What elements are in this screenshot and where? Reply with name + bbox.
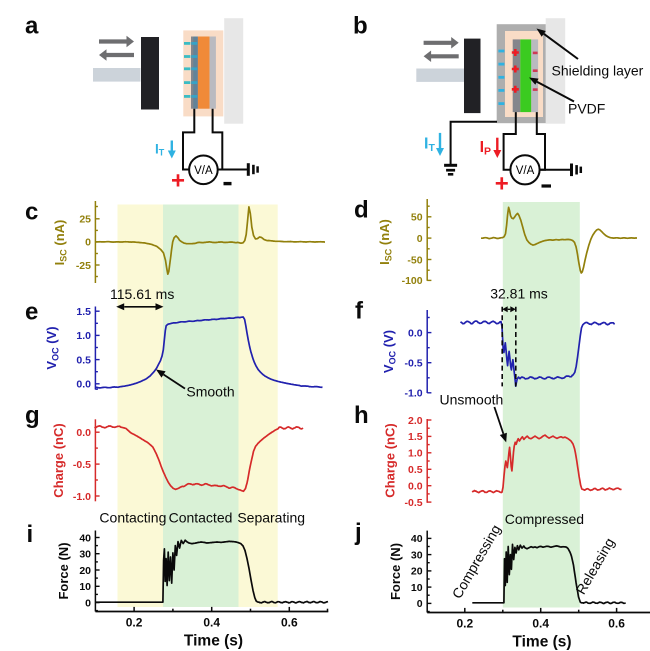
svg-text:1.5: 1.5: [408, 431, 423, 443]
svg-text:1.0: 1.0: [76, 330, 91, 342]
svg-text:0.0: 0.0: [76, 427, 91, 439]
svg-text:115.61 ms: 115.61 ms: [110, 286, 174, 302]
svg-text:V/A: V/A: [516, 165, 535, 177]
svg-text:0.2: 0.2: [456, 617, 473, 631]
svg-text:e: e: [25, 299, 38, 326]
svg-text:c: c: [25, 199, 38, 226]
svg-text:40: 40: [79, 532, 91, 544]
svg-text:20: 20: [79, 565, 91, 577]
svg-text:IP: IP: [480, 139, 491, 158]
svg-text:0.4: 0.4: [203, 616, 220, 630]
svg-text:Shielding layer: Shielding layer: [552, 63, 644, 79]
svg-text:Separating: Separating: [237, 510, 305, 526]
svg-text:0.2: 0.2: [126, 616, 143, 630]
svg-text:-0.5: -0.5: [405, 358, 423, 370]
svg-text:a: a: [25, 13, 39, 40]
svg-text:0.4: 0.4: [532, 617, 549, 631]
svg-text:-100: -100: [402, 275, 423, 287]
svg-text:0: 0: [85, 237, 91, 249]
svg-text:Smooth: Smooth: [186, 384, 234, 400]
svg-text:40: 40: [411, 533, 423, 545]
svg-text:0.5: 0.5: [408, 464, 423, 476]
svg-text:d: d: [354, 197, 369, 224]
svg-text:j: j: [354, 519, 362, 546]
svg-text:f: f: [355, 298, 364, 325]
svg-text:10: 10: [411, 582, 423, 594]
svg-text:+: +: [171, 167, 185, 194]
svg-text:-1.0: -1.0: [405, 388, 423, 400]
svg-text:Charge (nC): Charge (nC): [51, 423, 66, 497]
svg-text:Time (s): Time (s): [512, 634, 571, 651]
svg-text:Contacting: Contacting: [99, 510, 166, 526]
svg-text:0: 0: [417, 598, 423, 610]
svg-text:0.0: 0.0: [408, 327, 423, 339]
svg-text:1.5: 1.5: [76, 306, 91, 318]
svg-text:0.6: 0.6: [608, 617, 625, 631]
svg-text:-0.5: -0.5: [73, 459, 91, 471]
svg-text:-50: -50: [407, 254, 422, 266]
svg-text:Contacted: Contacted: [169, 510, 233, 526]
svg-text:Force (N): Force (N): [388, 543, 403, 600]
svg-text:IT: IT: [155, 141, 165, 157]
svg-text:20: 20: [411, 566, 423, 578]
svg-text:0: 0: [85, 597, 91, 609]
svg-text:2.0: 2.0: [408, 415, 423, 427]
svg-text:Force (N): Force (N): [56, 542, 71, 599]
svg-text:VOC (V): VOC (V): [44, 326, 61, 369]
svg-text:0.0: 0.0: [408, 481, 423, 493]
svg-text:-1.0: -1.0: [73, 491, 91, 503]
svg-text:1.0: 1.0: [408, 448, 423, 460]
svg-text:V/A: V/A: [194, 165, 213, 177]
svg-text:Time (s): Time (s): [184, 633, 243, 650]
svg-text:g: g: [25, 402, 40, 429]
svg-text:i: i: [27, 521, 34, 548]
svg-text:0.5: 0.5: [76, 354, 91, 366]
svg-text:Charge (nC): Charge (nC): [383, 423, 398, 497]
svg-text:h: h: [354, 402, 369, 429]
svg-text:PVDF: PVDF: [568, 101, 605, 117]
svg-text:+: +: [495, 171, 509, 198]
svg-text:b: b: [353, 13, 368, 40]
svg-text:-0.5: -0.5: [405, 497, 423, 509]
svg-text:25: 25: [79, 214, 91, 226]
svg-text:0: 0: [417, 233, 423, 245]
svg-text:Unsmooth: Unsmooth: [440, 392, 504, 408]
svg-text:10: 10: [79, 581, 91, 593]
svg-text:50: 50: [411, 212, 423, 224]
svg-text:-25: -25: [76, 260, 91, 272]
svg-text:30: 30: [411, 549, 423, 561]
svg-text:0.0: 0.0: [76, 379, 91, 391]
svg-text:0.6: 0.6: [281, 616, 298, 630]
svg-text:Compressed: Compressed: [505, 511, 584, 527]
svg-text:30: 30: [79, 549, 91, 561]
svg-text:32.81 ms: 32.81 ms: [490, 286, 548, 302]
svg-text:IT: IT: [424, 135, 435, 154]
svg-text:VOC (V): VOC (V): [381, 330, 398, 373]
